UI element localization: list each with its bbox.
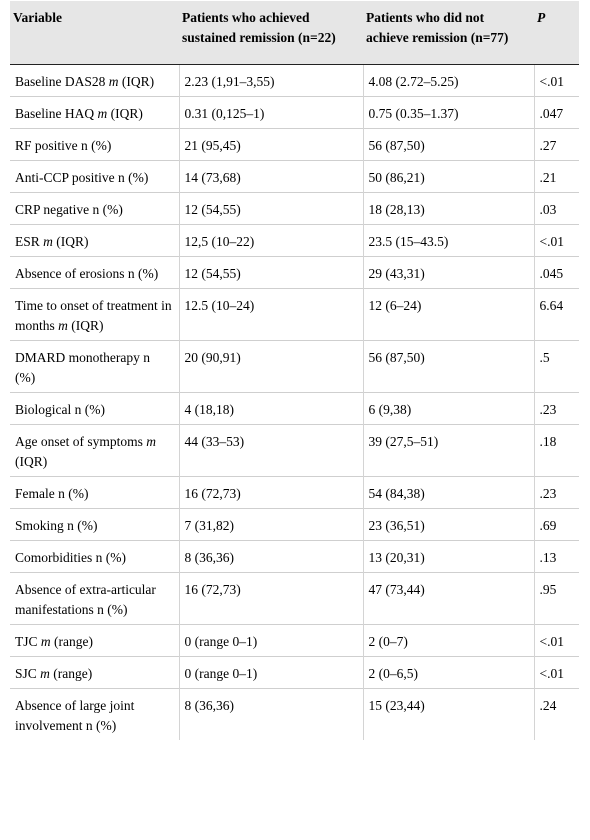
cell-sustained-remission: 12,5 (10–22) bbox=[178, 223, 363, 256]
table-row: Absence of extra-articular manifestation… bbox=[10, 571, 579, 624]
cell-variable: Absence of erosions n (%) bbox=[10, 255, 179, 288]
header-sustained-remission: Patients who achieved sustained remissio… bbox=[179, 1, 363, 65]
table-row: Age onset of symptoms m (IQR) 44 (33–53) 3… bbox=[10, 423, 579, 476]
cell-no-remission: 12 (6–24) bbox=[362, 287, 534, 340]
cell-variable: Absence of large joint involvement n (%) bbox=[10, 687, 179, 740]
cell-no-remission: 23 (36,51) bbox=[362, 507, 534, 540]
cell-variable: CRP negative n (%) bbox=[10, 191, 179, 224]
cell-variable: Comorbidities n (%) bbox=[10, 539, 179, 572]
cell-sustained-remission: 0.31 (0,125–1) bbox=[178, 95, 363, 128]
cell-no-remission: 54 (84,38) bbox=[362, 475, 534, 508]
cell-sustained-remission: 8 (36,36) bbox=[178, 539, 363, 572]
table-header: Variable Patients who achieved sustained… bbox=[10, 1, 579, 65]
cell-variable: RF positive n (%) bbox=[10, 127, 179, 160]
cell-no-remission: 23.5 (15–43.5) bbox=[362, 223, 534, 256]
table-row: RF positive n (%) 21 (95,45) 56 (87,50) .27 bbox=[10, 127, 579, 160]
cell-variable: Smoking n (%) bbox=[10, 507, 179, 540]
table-row: Absence of large joint involvement n (%)… bbox=[10, 687, 579, 740]
cell-variable: Baseline HAQ m (IQR) bbox=[10, 95, 179, 128]
cell-sustained-remission: 12 (54,55) bbox=[178, 255, 363, 288]
cell-no-remission: 18 (28,13) bbox=[362, 191, 534, 224]
cell-sustained-remission: 20 (90,91) bbox=[178, 339, 363, 392]
cell-sustained-remission: 14 (73,68) bbox=[178, 159, 363, 192]
cell-variable: Time to onset of treatment in months m (… bbox=[10, 287, 179, 340]
cell-no-remission: 47 (73,44) bbox=[362, 571, 534, 624]
cell-p-value: .95 bbox=[533, 571, 579, 624]
cell-p-value: .047 bbox=[533, 95, 579, 128]
cell-variable: ESR m (IQR) bbox=[10, 223, 179, 256]
cell-p-value: .27 bbox=[533, 127, 579, 160]
cell-no-remission: 6 (9,38) bbox=[362, 391, 534, 424]
table-row: Absence of erosions n (%) 12 (54,55) 29 (4… bbox=[10, 255, 579, 288]
cell-no-remission: 39 (27,5–51) bbox=[362, 423, 534, 476]
cell-variable: Female n (%) bbox=[10, 475, 179, 508]
table-row: DMARD monotherapy n (%) 20 (90,91) 56 (87,… bbox=[10, 339, 579, 392]
cell-sustained-remission: 44 (33–53) bbox=[178, 423, 363, 476]
cell-sustained-remission: 12.5 (10–24) bbox=[178, 287, 363, 340]
cell-no-remission: 13 (20,31) bbox=[362, 539, 534, 572]
cell-no-remission: 0.75 (0.35–1.37) bbox=[362, 95, 534, 128]
cell-sustained-remission: 0 (range 0–1) bbox=[178, 655, 363, 688]
cell-sustained-remission: 16 (72,73) bbox=[178, 571, 363, 624]
cell-sustained-remission: 12 (54,55) bbox=[178, 191, 363, 224]
cell-p-value: <.01 bbox=[533, 64, 579, 96]
header-variable: Variable bbox=[10, 1, 179, 65]
header-p-value: P bbox=[534, 1, 579, 65]
cell-variable: Anti-CCP positive n (%) bbox=[10, 159, 179, 192]
cell-p-value: .045 bbox=[533, 255, 579, 288]
cell-no-remission: 2 (0–6,5) bbox=[362, 655, 534, 688]
cell-p-value: .23 bbox=[533, 475, 579, 508]
cell-variable: TJC m (range) bbox=[10, 623, 179, 656]
cell-p-value: .03 bbox=[533, 191, 579, 224]
cell-p-value: .24 bbox=[533, 687, 579, 740]
cell-p-value: .23 bbox=[533, 391, 579, 424]
cell-no-remission: 29 (43,31) bbox=[362, 255, 534, 288]
table-row: TJC m (range) 0 (range 0–1) 2 (0–7) <.01 bbox=[10, 623, 579, 656]
cell-variable: DMARD monotherapy n (%) bbox=[10, 339, 179, 392]
table-row: Comorbidities n (%) 8 (36,36) 13 (20,31) .1… bbox=[10, 539, 579, 572]
cell-no-remission: 56 (87,50) bbox=[362, 339, 534, 392]
cell-sustained-remission: 7 (31,82) bbox=[178, 507, 363, 540]
cell-variable: Biological n (%) bbox=[10, 391, 179, 424]
cell-p-value: .5 bbox=[533, 339, 579, 392]
cell-p-value: .69 bbox=[533, 507, 579, 540]
cell-variable: Absence of extra-articular manifestation… bbox=[10, 571, 179, 624]
cell-sustained-remission: 16 (72,73) bbox=[178, 475, 363, 508]
table-row: SJC m (range) 0 (range 0–1) 2 (0–6,5) <.01 bbox=[10, 655, 579, 688]
cell-p-value: 6.64 bbox=[533, 287, 579, 340]
cell-sustained-remission: 4 (18,18) bbox=[178, 391, 363, 424]
cell-p-value: .18 bbox=[533, 423, 579, 476]
table-body: Baseline DAS28 m (IQR) 2.23 (1,91–3,55) 4.… bbox=[10, 64, 579, 740]
header-no-remission: Patients who did not achieve remission (… bbox=[363, 1, 534, 65]
table-row: Baseline HAQ m (IQR) 0.31 (0,125–1) 0.75 (… bbox=[10, 95, 579, 128]
cell-sustained-remission: 0 (range 0–1) bbox=[178, 623, 363, 656]
cell-variable: Age onset of symptoms m (IQR) bbox=[10, 423, 179, 476]
cell-p-value: .21 bbox=[533, 159, 579, 192]
cell-variable: Baseline DAS28 m (IQR) bbox=[15, 73, 155, 89]
cell-p-value: .13 bbox=[533, 539, 579, 572]
table-row: Biological n (%) 4 (18,18) 6 (9,38) .23 bbox=[10, 391, 579, 424]
cell-p-value: <.01 bbox=[533, 223, 579, 256]
cell-no-remission: 4.08 (2.72–5.25) bbox=[362, 64, 534, 96]
cell-sustained-remission: 8 (36,36) bbox=[178, 687, 363, 740]
cell-p-value: <.01 bbox=[533, 655, 579, 688]
cell-no-remission: 56 (87,50) bbox=[362, 127, 534, 160]
cell-no-remission: 15 (23,44) bbox=[362, 687, 534, 740]
comparison-table: Variable Patients who achieved sustained… bbox=[10, 1, 579, 740]
table-row: Baseline DAS28 m (IQR) 2.23 (1,91–3,55) 4.… bbox=[10, 64, 579, 96]
cell-sustained-remission: 21 (95,45) bbox=[178, 127, 363, 160]
cell-no-remission: 2 (0–7) bbox=[362, 623, 534, 656]
table-row: Female n (%) 16 (72,73) 54 (84,38) .23 bbox=[10, 475, 579, 508]
table-row: ESR m (IQR) 12,5 (10–22) 23.5 (15–43.5) <.0… bbox=[10, 223, 579, 256]
header-row: Variable Patients who achieved sustained… bbox=[10, 1, 579, 65]
table-row: CRP negative n (%) 12 (54,55) 18 (28,13) .0… bbox=[10, 191, 579, 224]
cell-variable: SJC m (range) bbox=[10, 655, 179, 688]
cell-no-remission: 50 (86,21) bbox=[362, 159, 534, 192]
cell-p-value: <.01 bbox=[533, 623, 579, 656]
table-row: Time to onset of treatment in months m (… bbox=[10, 287, 579, 340]
table-row: Anti-CCP positive n (%) 14 (73,68) 50 (86,… bbox=[10, 159, 579, 192]
cell-sustained-remission: 2.23 (1,91–3,55) bbox=[178, 64, 363, 96]
table-row: Smoking n (%) 7 (31,82) 23 (36,51) .69 bbox=[10, 507, 579, 540]
